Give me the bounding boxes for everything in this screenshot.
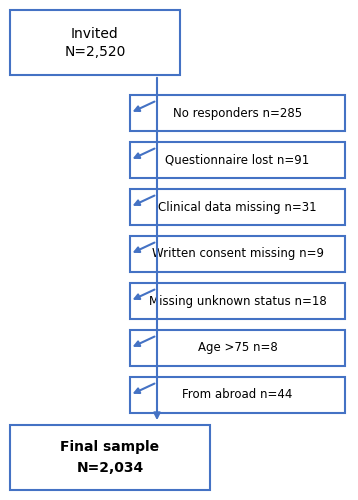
- Text: Age >75 n=8: Age >75 n=8: [198, 342, 277, 354]
- Text: From abroad n=44: From abroad n=44: [182, 388, 293, 402]
- Text: Questionnaire lost n=91: Questionnaire lost n=91: [165, 154, 310, 166]
- Text: Invited: Invited: [71, 28, 119, 42]
- Bar: [10, 425, 210, 490]
- Bar: [130, 236, 345, 272]
- Bar: [130, 283, 345, 319]
- Text: N=2,034: N=2,034: [76, 462, 144, 475]
- Text: Missing unknown status n=18: Missing unknown status n=18: [149, 294, 326, 308]
- Text: Written consent missing n=9: Written consent missing n=9: [151, 248, 324, 260]
- Bar: [130, 189, 345, 225]
- Text: No responders n=285: No responders n=285: [173, 106, 302, 120]
- Bar: [130, 377, 345, 413]
- Bar: [130, 95, 345, 131]
- Bar: [130, 142, 345, 178]
- Bar: [130, 330, 345, 366]
- Text: Clinical data missing n=31: Clinical data missing n=31: [158, 200, 317, 213]
- Text: Final sample: Final sample: [61, 440, 160, 454]
- Text: N=2,520: N=2,520: [64, 44, 126, 59]
- Bar: [10, 10, 180, 75]
